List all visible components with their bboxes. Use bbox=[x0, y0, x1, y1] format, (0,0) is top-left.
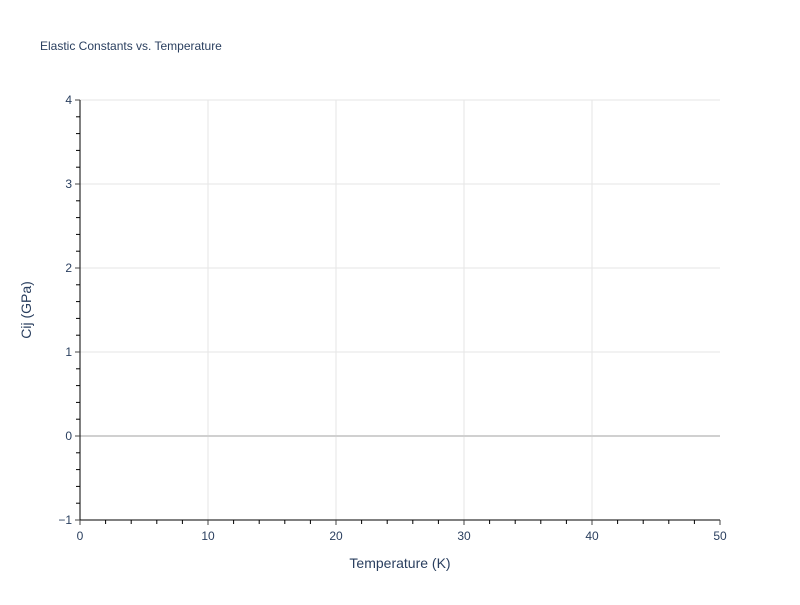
y-tick-label: −1 bbox=[58, 513, 72, 527]
x-tick-label: 10 bbox=[201, 529, 215, 543]
y-tick-label: 2 bbox=[65, 261, 72, 275]
x-tick-label: 30 bbox=[457, 529, 471, 543]
x-tick-label: 50 bbox=[713, 529, 727, 543]
chart-title: Elastic Constants vs. Temperature bbox=[40, 39, 222, 53]
y-tick-label: 0 bbox=[65, 429, 72, 443]
x-tick-label: 0 bbox=[77, 529, 84, 543]
x-axis-label: Temperature (K) bbox=[349, 555, 450, 571]
x-tick-label: 20 bbox=[329, 529, 343, 543]
y-tick-label: 1 bbox=[65, 345, 72, 359]
x-tick-label: 40 bbox=[585, 529, 599, 543]
y-tick-label: 4 bbox=[65, 93, 72, 107]
y-tick-label: 3 bbox=[65, 177, 72, 191]
y-axis-label: Cij (GPa) bbox=[18, 281, 34, 339]
